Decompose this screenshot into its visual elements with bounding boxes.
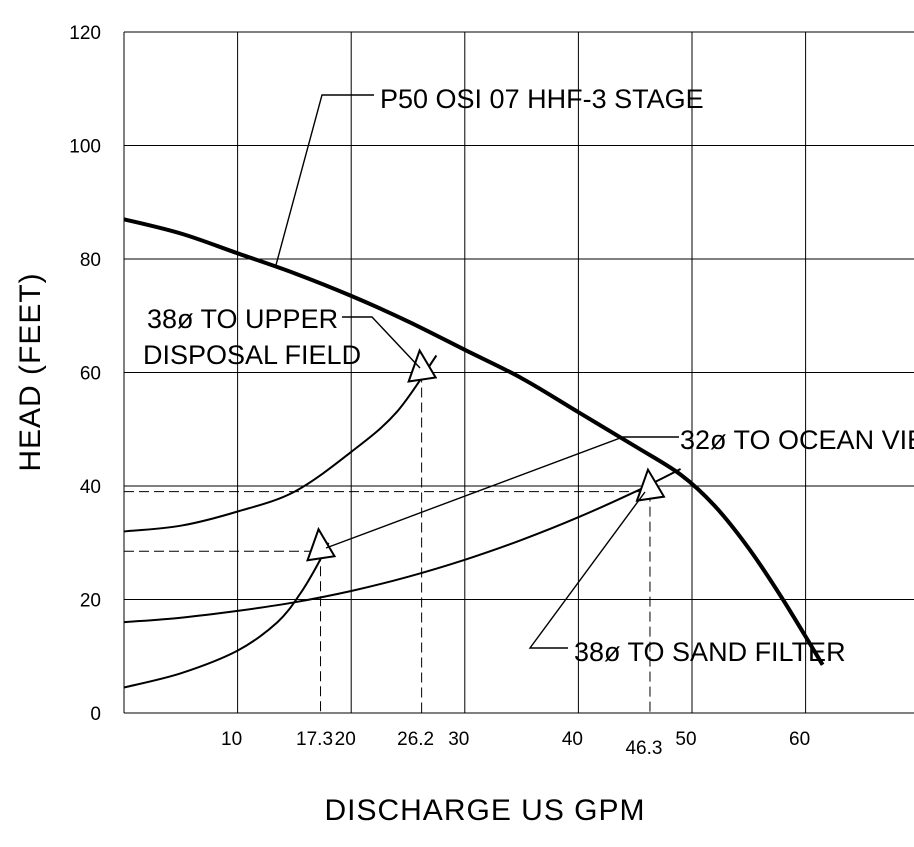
y-tick-label: 100: [69, 137, 101, 158]
annotation-upper-field-line1: 38ø TO UPPER: [147, 304, 338, 334]
operating-point-triangle: [306, 526, 337, 562]
x-tick-label: 50: [675, 729, 696, 750]
x-tick-label: 60: [789, 729, 810, 750]
series-curve-1: [123, 354, 438, 533]
curve-series: [123, 217, 825, 689]
x-tick-label: 30: [448, 729, 469, 750]
reference-dashed-lines: [124, 372, 651, 713]
series-curve-3: [123, 468, 682, 624]
annotation-leader-line-2: [325, 436, 679, 549]
x-tick-label: 26.2: [397, 729, 434, 750]
y-tick-label: 20: [80, 591, 101, 612]
annotation-sand-filter: 38ø TO SAND FILTER: [574, 637, 846, 667]
annotation-leader-line-0: [275, 94, 374, 266]
y-tick-label: 120: [69, 23, 101, 44]
operating-point-triangle: [407, 348, 438, 383]
annotation-leader-line-1: [342, 316, 421, 369]
x-tick-label: 10: [221, 729, 242, 750]
series-curve-2: [123, 542, 330, 689]
annotation-leader-line-3: [528, 491, 646, 649]
y-tick-label: 60: [80, 364, 101, 385]
x-tick-label: 40: [562, 729, 583, 750]
annotation-leaders: [275, 94, 679, 649]
annotation-pump-label: P50 OSI 07 HHF-3 STAGE: [380, 84, 704, 114]
operating-point-markers: [306, 348, 666, 562]
y-tick-label: 0: [90, 704, 101, 725]
y-axis-label: HEAD (FEET): [14, 272, 47, 471]
y-tick-label: 80: [80, 250, 101, 271]
annotation-ocean-view: 32ø TO OCEAN VIEW: [680, 425, 914, 455]
x-axis-label: DISCHARGE US GPM: [324, 794, 645, 827]
x-tick-label: 20: [335, 729, 356, 750]
operating-point-triangle: [635, 467, 666, 502]
y-tick-label: 40: [80, 477, 101, 498]
x-tick-label: 46.3: [625, 738, 662, 759]
x-tick-label: 17.3: [296, 729, 333, 750]
series-curve-0: [123, 217, 825, 666]
annotation-upper-field-line2: DISPOSAL FIELD: [143, 340, 361, 370]
